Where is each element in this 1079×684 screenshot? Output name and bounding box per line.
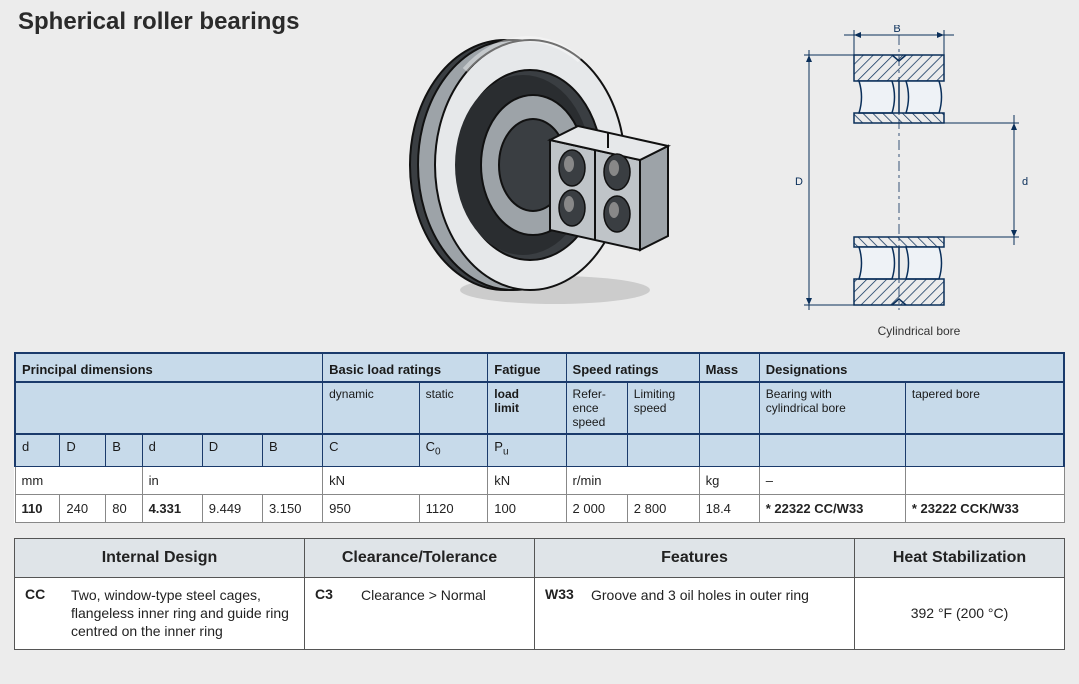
colgroup-fatigue: Fatigue [488, 353, 566, 382]
cell-Pu: 100 [488, 494, 566, 522]
unit-dash: – [759, 466, 905, 494]
lower-section [854, 237, 944, 305]
code-CC: CC [25, 586, 61, 641]
unit-in: in [142, 466, 323, 494]
hero-row: B D d [0, 25, 1079, 335]
cell-desig-cyl: * 22322 CC/W33 [759, 494, 905, 522]
cell-B-in: 3.150 [262, 494, 322, 522]
cell-B-mm: 80 [106, 494, 142, 522]
cell-ref-speed: 2 000 [566, 494, 627, 522]
cell-d-mm: 110 [15, 494, 60, 522]
details-data-row: CC Two, window-type steel cages, flangel… [15, 578, 1065, 650]
bearing-schematic: B D d [784, 25, 1054, 335]
code-C3: C3 [315, 586, 351, 604]
cell-mass: 18.4 [699, 494, 759, 522]
cell-D-in: 9.449 [202, 494, 262, 522]
table-units-row: mm in kN kN r/min kg – [15, 466, 1064, 494]
unit-kN2: kN [488, 466, 566, 494]
cell-C: 950 [323, 494, 420, 522]
spec-table: Principal dimensions Basic load ratings … [14, 352, 1065, 523]
bearing-3d-illustration [405, 25, 675, 310]
table-header-symbols-row: d D B d D B C C0 Pu [15, 434, 1064, 466]
table-header-group-row: Principal dimensions Basic load ratings … [15, 353, 1064, 382]
cell-D-mm: 240 [60, 494, 106, 522]
colgroup-speed: Speed ratings [566, 353, 699, 382]
table-data-row: 110 240 80 4.331 9.449 3.150 950 1120 10… [15, 494, 1064, 522]
text-internal-design: Two, window-type steel cages, flangeless… [71, 586, 294, 641]
head-heat: Heat Stabilization [855, 539, 1065, 578]
schematic-caption: Cylindrical bore [784, 324, 1054, 338]
head-clearance: Clearance/Tolerance [305, 539, 535, 578]
cell-desig-tap: * 23222 CCK/W33 [905, 494, 1064, 522]
cell-lim-speed: 2 800 [627, 494, 699, 522]
code-W33: W33 [545, 586, 581, 604]
sub-static: static [419, 382, 488, 434]
sym-Pu: Pu [488, 434, 566, 466]
sym-D-in: D [202, 434, 262, 466]
cell-features: W33 Groove and 3 oil holes in outer ring [535, 578, 855, 650]
sub-cyl-bore: Bearing withcylindrical bore [759, 382, 905, 434]
unit-rmin: r/min [566, 466, 699, 494]
sym-C0: C0 [419, 434, 488, 466]
colgroup-mass: Mass [699, 353, 759, 382]
upper-section [854, 55, 944, 123]
dim-B-label: B [893, 25, 900, 35]
colgroup-designations: Designations [759, 353, 1064, 382]
sub-fatigue: loadlimit [488, 382, 566, 434]
dim-d-label: d [1022, 176, 1028, 188]
cell-heat: 392 °F (200 °C) [855, 578, 1065, 650]
cell-internal-design: CC Two, window-type steel cages, flangel… [15, 578, 305, 650]
details-header-row: Internal Design Clearance/Tolerance Feat… [15, 539, 1065, 578]
head-internal-design: Internal Design [15, 539, 305, 578]
cell-d-in: 4.331 [142, 494, 202, 522]
sub-lim-speed: Limitingspeed [627, 382, 699, 434]
sub-tap-bore: tapered bore [905, 382, 1064, 434]
unit-kN1: kN [323, 466, 488, 494]
sym-d: d [15, 434, 60, 466]
colgroup-basic-load: Basic load ratings [323, 353, 488, 382]
sym-d-in: d [142, 434, 202, 466]
bearing-3d-svg [405, 25, 675, 310]
text-clearance: Clearance > Normal [361, 586, 524, 604]
sym-D: D [60, 434, 106, 466]
sym-B: B [106, 434, 142, 466]
sub-dynamic: dynamic [323, 382, 420, 434]
head-features: Features [535, 539, 855, 578]
dim-D-label: D [795, 176, 803, 188]
unit-kg: kg [699, 466, 759, 494]
table-header-sub-row: dynamic static loadlimit Refer-encespeed… [15, 382, 1064, 434]
sym-C: C [323, 434, 420, 466]
details-table: Internal Design Clearance/Tolerance Feat… [14, 538, 1065, 650]
sym-B-in: B [262, 434, 322, 466]
text-features: Groove and 3 oil holes in outer ring [591, 586, 844, 604]
sub-ref-speed: Refer-encespeed [566, 382, 627, 434]
cell-clearance: C3 Clearance > Normal [305, 578, 535, 650]
colgroup-principal: Principal dimensions [15, 353, 323, 382]
schematic-svg: B D d [784, 25, 1054, 315]
unit-mm: mm [15, 466, 142, 494]
cell-C0: 1120 [419, 494, 488, 522]
